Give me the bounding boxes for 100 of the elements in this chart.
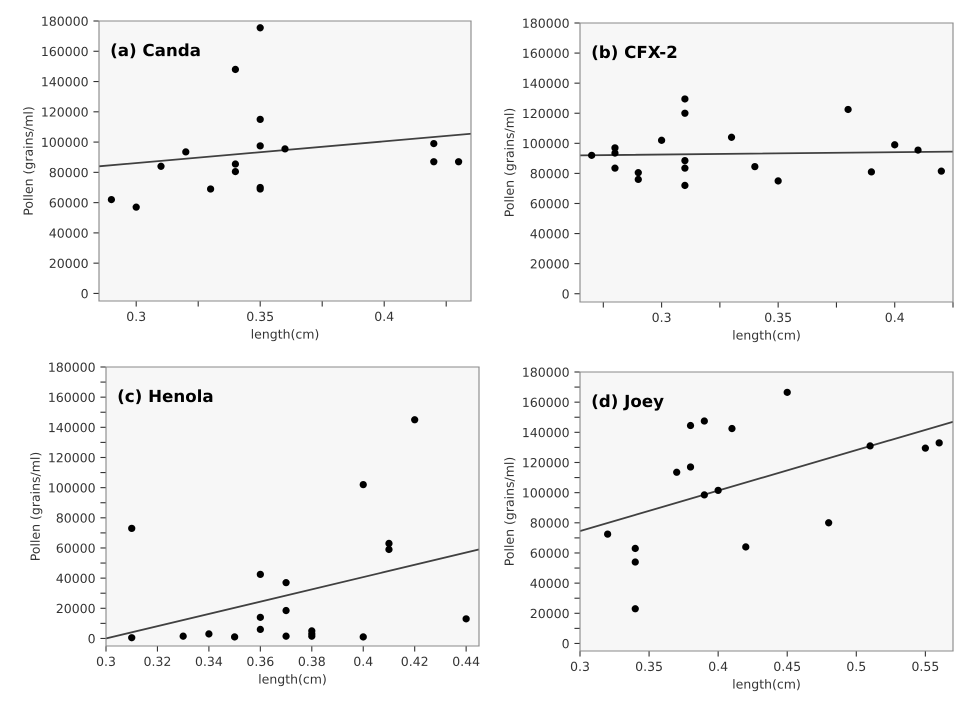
point <box>230 633 238 641</box>
point <box>658 136 666 144</box>
point <box>866 442 874 450</box>
point <box>825 519 832 526</box>
point <box>604 530 612 538</box>
y-tick-label: 80000 <box>50 168 88 178</box>
point <box>784 388 791 396</box>
y-tick-label: 0 <box>88 634 95 644</box>
point <box>282 606 290 614</box>
point <box>205 630 213 638</box>
point <box>938 168 945 175</box>
y-tick-label: 60000 <box>50 198 88 208</box>
point <box>728 424 736 432</box>
point <box>634 176 642 184</box>
y-tick-label: 80000 <box>530 518 569 528</box>
point <box>128 634 136 642</box>
point <box>728 134 736 141</box>
point <box>282 632 290 640</box>
point <box>108 196 116 204</box>
point <box>256 142 264 150</box>
point <box>256 570 264 578</box>
x-tick-label: 0.42 <box>402 656 428 666</box>
point <box>430 140 438 148</box>
text: (a) Canda <box>112 43 200 58</box>
x-tick-label: 0.4 <box>886 312 904 322</box>
point <box>891 141 898 148</box>
point <box>632 558 639 566</box>
y-tick-label: 40000 <box>56 574 95 584</box>
x-tick-label: 0.36 <box>247 656 274 666</box>
point <box>686 463 694 471</box>
point <box>914 146 922 154</box>
y-tick-label: 140000 <box>523 78 569 88</box>
point <box>232 168 240 176</box>
y-tick-label: 40000 <box>49 228 88 238</box>
x-tick-label: 0.38 <box>298 656 325 666</box>
y-tick-label: 180000 <box>523 18 569 28</box>
point <box>681 182 689 190</box>
x-tick-label: 0.44 <box>453 656 480 666</box>
x-tick-label: 0.4 <box>354 656 372 666</box>
point <box>182 148 190 156</box>
y-tick-label: 20000 <box>530 608 569 618</box>
text: (c) Henola <box>118 389 212 404</box>
y-tick-label: 0 <box>562 289 569 299</box>
y-tick-label: 160000 <box>523 398 569 408</box>
point <box>360 633 367 641</box>
x-tick-label: 0.35 <box>247 312 274 322</box>
y-tick-label: 60000 <box>56 543 95 553</box>
point <box>681 164 689 172</box>
x-axis-title: length(cm) <box>252 329 318 342</box>
y-tick-label: 100000 <box>523 488 569 498</box>
y-tick-label: 20000 <box>530 259 569 269</box>
y-tick-label: 100000 <box>523 138 569 148</box>
y-tick-label: 120000 <box>42 107 88 117</box>
point <box>180 632 187 640</box>
y-tick-label: 120000 <box>523 458 569 468</box>
y-tick-label: 60000 <box>530 548 569 558</box>
y-tick-label: 160000 <box>49 392 95 402</box>
y-tick-label: 140000 <box>523 428 569 438</box>
y-tick-label: 120000 <box>49 452 95 462</box>
y-axis-title: Pollen (grains/ml) <box>504 458 516 566</box>
x-tick-label: 0.45 <box>774 662 800 672</box>
point <box>411 416 418 424</box>
point <box>673 468 680 476</box>
point <box>385 546 393 554</box>
x-tick-label: 0.3 <box>652 312 671 322</box>
x-tick-label: 0.32 <box>144 656 170 666</box>
x-tick-label: 0.3 <box>96 656 115 666</box>
point <box>632 544 639 552</box>
point <box>751 162 758 170</box>
y-tick-label: 20000 <box>56 604 95 614</box>
point <box>430 158 438 166</box>
y-tick-label: 40000 <box>530 229 569 238</box>
y-tick-label: 0 <box>562 638 569 648</box>
x-tick-label: 0.35 <box>636 662 662 672</box>
x-axis-title: length(cm) <box>259 674 326 686</box>
point <box>128 524 136 532</box>
y-tick-label: 80000 <box>56 513 95 523</box>
point <box>256 24 264 32</box>
y-tick-label: 100000 <box>42 138 88 148</box>
point <box>232 66 240 74</box>
point <box>157 162 165 170</box>
y-axis-title: Pollen (grains/ml) <box>504 108 516 216</box>
y-tick-label: 80000 <box>530 168 569 178</box>
point <box>462 615 470 622</box>
y-tick-label: 140000 <box>49 422 95 432</box>
point <box>281 145 289 153</box>
point <box>868 168 876 176</box>
point <box>256 614 264 621</box>
y-tick-label: 180000 <box>42 16 88 26</box>
x-tick-label: 0.4 <box>709 662 728 672</box>
point <box>742 543 750 551</box>
y-tick-label: 120000 <box>523 108 569 118</box>
point <box>774 177 782 185</box>
point <box>844 106 852 114</box>
point <box>611 164 619 172</box>
point <box>360 480 367 488</box>
y-tick-label: 60000 <box>530 198 569 208</box>
y-tick-label: 140000 <box>42 77 88 86</box>
y-tick-label: 0 <box>81 288 88 298</box>
x-tick-label: 0.4 <box>375 312 394 322</box>
